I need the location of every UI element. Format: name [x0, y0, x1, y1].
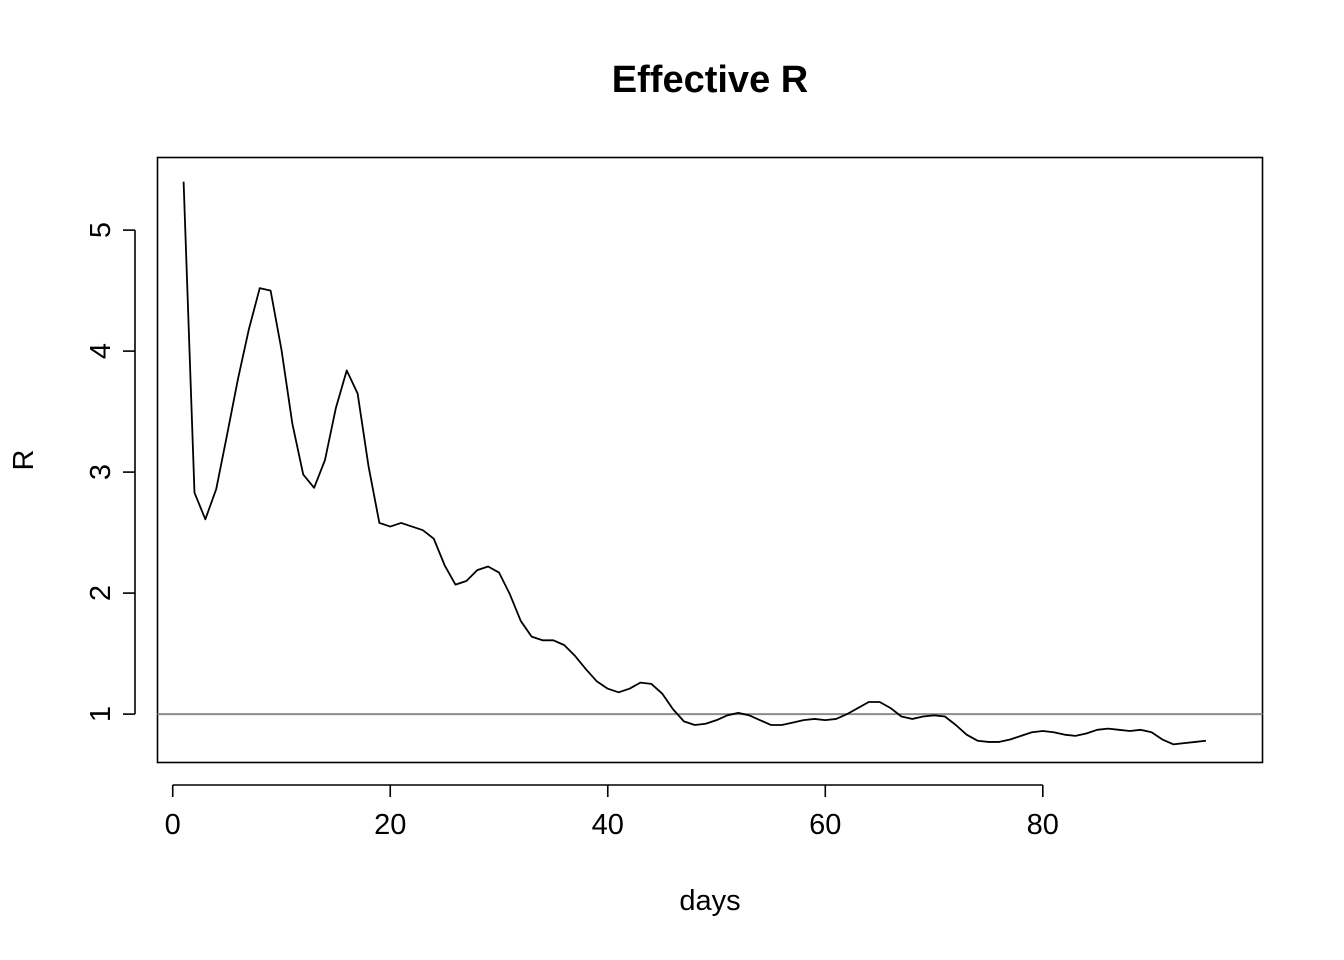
chart-title: Effective R	[612, 59, 808, 101]
x-tick-label: 0	[165, 809, 181, 841]
y-tick-label: 5	[85, 222, 117, 238]
x-tick-label: 80	[1027, 809, 1059, 841]
x-axis: 0 20 40 60 80	[165, 784, 1059, 841]
y-tick-label: 3	[85, 464, 117, 480]
plot-area-border	[156, 156, 1264, 764]
y-tick-label: 2	[85, 585, 117, 601]
y-tick-label: 4	[85, 343, 117, 359]
series-line-effective-r	[182, 181, 1207, 746]
x-axis-label: days	[679, 885, 740, 917]
y-tick-label: 1	[85, 706, 117, 722]
x-tick-label: 20	[374, 809, 406, 841]
x-tick-label: 60	[809, 809, 841, 841]
y-axis: 1 2 3 4 5	[85, 222, 136, 722]
y-axis-label: R	[8, 450, 40, 471]
x-tick-label: 40	[592, 809, 624, 841]
